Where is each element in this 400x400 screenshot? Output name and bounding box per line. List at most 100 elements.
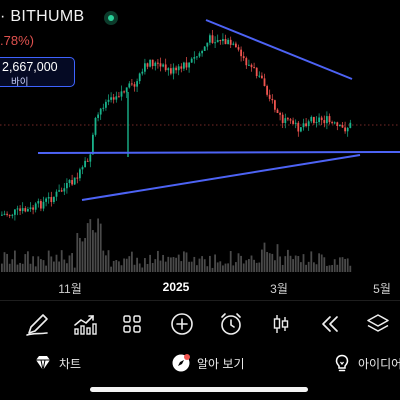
volume-bar — [71, 253, 73, 272]
time-axis[interactable]: 11월 2025 3월 5월 — [0, 276, 400, 298]
candle-body — [344, 127, 346, 132]
candle-body — [92, 134, 94, 155]
volume-bar — [164, 261, 167, 272]
replay-button[interactable] — [311, 306, 347, 342]
indicator-button[interactable] — [66, 306, 102, 342]
candle-body — [289, 119, 292, 121]
volume-bar — [112, 260, 115, 272]
volume-bar — [47, 250, 50, 272]
candle-body — [1, 214, 3, 216]
candle-body — [305, 123, 307, 127]
volume-bar — [219, 261, 222, 272]
volume-bar — [149, 254, 151, 272]
volume-bar — [42, 260, 45, 272]
candle-body — [201, 51, 203, 54]
candle-body — [19, 208, 21, 211]
candle-body — [149, 59, 151, 67]
exchange-name[interactable]: · BITHUMB — [0, 8, 85, 25]
candle-body — [151, 59, 154, 67]
rewind-icon — [322, 316, 338, 332]
plus-circle-icon — [171, 313, 193, 335]
candle-body — [42, 201, 45, 209]
candle-body — [84, 160, 86, 168]
volume-bar — [305, 264, 307, 272]
candle-body — [279, 113, 281, 115]
candle-body — [138, 73, 141, 82]
nav-ideas[interactable]: 아이디어 — [332, 352, 400, 374]
volume-bar — [190, 261, 193, 272]
volume-bar — [281, 264, 284, 272]
candle-body — [297, 122, 300, 132]
candle-body — [112, 97, 115, 100]
candle-body — [55, 191, 58, 197]
price-label-tag[interactable]: 2,667,000 바이 — [0, 57, 75, 88]
volume-bar — [53, 261, 55, 272]
market-open-status-icon — [104, 11, 118, 25]
candle-body — [235, 43, 237, 48]
volume-bar — [289, 255, 292, 272]
nav-overview[interactable]: 알아 보기 — [171, 352, 245, 374]
volume-bar — [89, 219, 92, 272]
volume-bar — [341, 257, 344, 272]
candle-body — [68, 180, 71, 184]
layers-button[interactable] — [360, 306, 396, 342]
volume-bar — [115, 260, 118, 272]
candle-body — [349, 122, 352, 128]
price-tag-label: 바이 — [11, 77, 29, 88]
draw-tool-button[interactable] — [19, 306, 55, 342]
trendline-upper[interactable] — [205, 19, 353, 80]
indicator-chart-icon — [74, 315, 97, 335]
candle-body — [292, 120, 294, 124]
candle-body — [170, 68, 172, 74]
volume-bar — [193, 256, 196, 272]
candle-body — [63, 188, 66, 192]
volume-bar — [227, 263, 229, 272]
chart-type-button[interactable] — [263, 306, 299, 342]
candle-body — [224, 38, 227, 45]
volume-bar — [151, 262, 154, 272]
candle-body — [3, 213, 6, 215]
volume-bar — [60, 250, 63, 272]
price-chart[interactable] — [0, 0, 400, 300]
volume-bar — [331, 265, 333, 272]
volume-bar — [177, 254, 180, 272]
volume-bar — [16, 264, 19, 272]
layers-icon — [367, 314, 389, 332]
volume-bar — [253, 259, 255, 272]
candle-body — [105, 101, 107, 108]
volume-bar — [92, 230, 94, 272]
volume-bar — [209, 255, 211, 272]
candle-body — [255, 67, 258, 77]
alert-button[interactable] — [213, 306, 249, 342]
candle-body — [79, 169, 81, 179]
candle-body — [177, 66, 180, 71]
volume-bar — [55, 254, 58, 272]
add-button[interactable] — [164, 306, 200, 342]
layout-button[interactable] — [114, 306, 150, 342]
volume-bar — [294, 255, 297, 272]
candle-body — [211, 35, 214, 43]
volume-bar — [175, 257, 177, 272]
candle-body — [175, 67, 177, 71]
candle-body — [180, 66, 183, 69]
candle-body — [45, 198, 47, 202]
candle-body — [214, 42, 216, 44]
candle-body — [11, 214, 14, 216]
candle-body — [219, 40, 222, 42]
volume-bar — [34, 266, 37, 272]
candle-body — [94, 117, 97, 135]
nav-chart[interactable]: 차트 — [33, 352, 81, 374]
volume-bar — [141, 267, 144, 272]
volume-bar — [224, 263, 227, 272]
volume-bar — [258, 262, 261, 272]
candle-body — [102, 107, 105, 109]
candle-body — [203, 46, 206, 52]
trendline-support[interactable] — [37, 151, 400, 154]
volume-bar — [232, 265, 235, 272]
candle-body — [274, 100, 276, 110]
volume-bar — [157, 250, 159, 272]
candle-body — [183, 62, 185, 69]
trendline-lower[interactable] — [81, 154, 361, 201]
volume-bar — [99, 223, 102, 272]
candle-body — [159, 63, 162, 67]
